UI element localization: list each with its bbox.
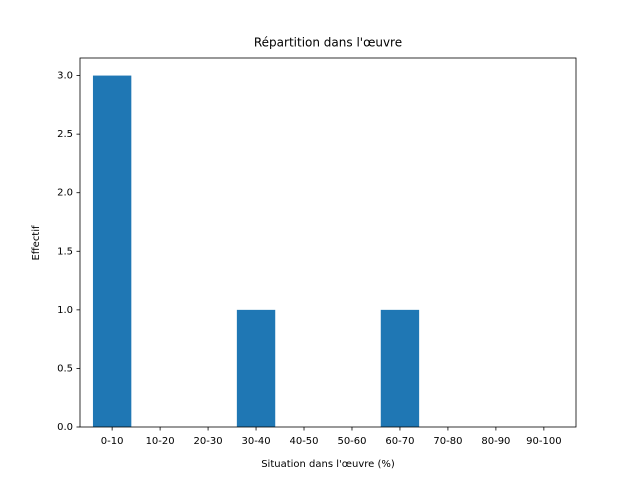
x-tick-label: 0-10: [101, 436, 124, 447]
x-tick-label: 50-60: [337, 436, 366, 447]
bar: [92, 75, 132, 428]
bar: [236, 309, 276, 427]
x-tick-label: 40-50: [289, 436, 318, 447]
y-tick-label: 3.0: [57, 71, 73, 82]
y-tick-label: 1.0: [57, 305, 73, 316]
x-axis-label: Situation dans l'œuvre (%): [261, 459, 395, 470]
plot-frame: [79, 57, 577, 428]
y-tick-label: 0.5: [57, 363, 73, 374]
x-tick-label: 30-40: [242, 436, 271, 447]
chart-title: Répartition dans l'œuvre: [254, 36, 402, 50]
bar: [380, 309, 420, 427]
y-tick-label: 2.5: [57, 129, 73, 140]
x-tick-label: 10-20: [146, 436, 175, 447]
x-tick-label: 60-70: [385, 436, 414, 447]
y-tick-label: 1.5: [57, 246, 73, 257]
y-tick-label: 0.0: [57, 422, 73, 433]
y-tick-label: 2.0: [57, 188, 73, 199]
x-tick-label: 80-90: [481, 436, 510, 447]
x-tick-label: 70-80: [433, 436, 462, 447]
y-axis-label: Effectif: [31, 225, 42, 261]
x-tick-label: 90-100: [526, 436, 561, 447]
x-tick-label: 20-30: [194, 436, 223, 447]
